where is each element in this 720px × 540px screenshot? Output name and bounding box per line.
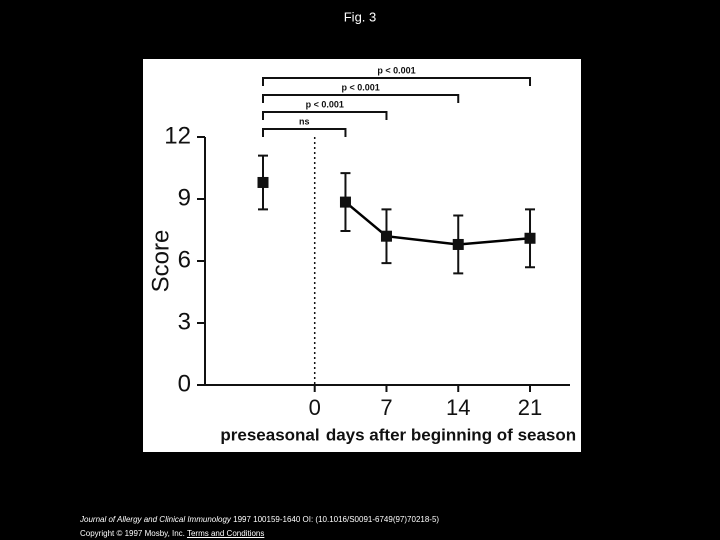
y-tick-label: 0 (178, 370, 191, 397)
y-tick-label: 9 (178, 184, 191, 211)
terms-link[interactable]: Terms and Conditions (186, 529, 265, 538)
preseasonal-marker (257, 176, 269, 188)
chart-panel (143, 59, 581, 452)
slide-title: Fig. 3 (344, 9, 377, 24)
plot: 0 3 6 9 12 0 7 14 21 Score days after beginning of… (147, 65, 576, 444)
copyright: Copyright © 1997 Mosby, Inc. (80, 529, 185, 538)
data-point-marker (524, 232, 536, 244)
x-tick-label: 14 (446, 395, 470, 420)
journal: Journal of Allergy and Clinical Immunolo… (80, 515, 231, 524)
significance-label: p < 0.001 (306, 99, 344, 109)
significance-label: p < 0.001 (341, 82, 379, 92)
data-point-marker (380, 230, 392, 242)
citation-line: Journal of Allergy and Clinical Immunolo… (80, 515, 439, 524)
preseasonal-label: preseasonal (220, 425, 319, 444)
series-line (344, 201, 531, 246)
significance-bracket (262, 94, 460, 103)
y-tick-label: 6 (178, 246, 191, 273)
y-tick-label: 12 (164, 122, 191, 149)
significance-bracket (262, 77, 532, 86)
y-axis-label: Score (147, 230, 174, 293)
x-tick-label: 7 (380, 395, 392, 420)
significance-label: ns (299, 116, 310, 126)
significance-bracket (262, 111, 388, 120)
copyright-line: Copyright © 1997 Mosby, Inc. Terms and C… (80, 529, 264, 538)
x-axis-label: days after beginning of season (326, 425, 576, 444)
significance-label: p < 0.001 (377, 65, 415, 75)
data-point-marker (339, 196, 351, 208)
x-tick-label: 0 (309, 395, 321, 420)
citation: 1997 100159-1640 OI: (10.1016/S0091-6749… (233, 515, 440, 524)
y-tick-label: 3 (178, 308, 191, 335)
significance-bracket (262, 128, 347, 137)
x-tick-label: 21 (518, 395, 542, 420)
data-point-marker (452, 238, 464, 250)
